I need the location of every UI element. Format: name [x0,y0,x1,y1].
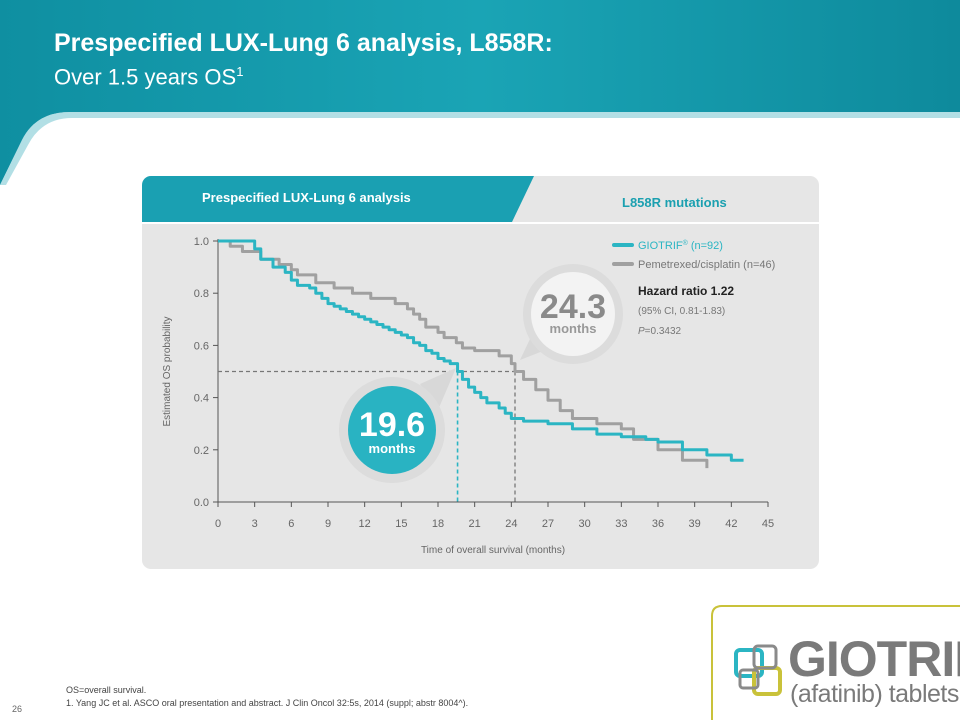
y-tick-label: 0.8 [194,288,209,300]
panel-tab-label: Prespecified LUX-Lung 6 analysis [202,190,411,205]
legend-pemetrexed-label: Pemetrexed/cisplatin (n=46) [638,259,775,271]
x-tick-label: 21 [469,518,481,530]
y-tick-label: 0.0 [194,497,209,509]
median-lines [218,370,516,502]
giotrif-logo-frame [711,605,960,720]
x-tick-label: 39 [689,518,701,530]
footnote-reference: 1. Yang JC et al. ASCO oral presentation… [66,698,469,708]
x-tick-label: 42 [725,518,737,530]
giotrif-median-unit: months [369,441,416,456]
x-tick-label: 15 [395,518,407,530]
panel-tab [142,176,819,224]
pemetrexed-curve [218,239,709,469]
x-tick-label: 33 [615,518,627,530]
stats-block: Hazard ratio 1.22 (95% CI, 0.81-1.83) P=… [638,284,734,337]
pem-median-value: 24.3 [540,288,606,326]
survival-curves [218,239,744,469]
mutation-label: L858R mutations [622,195,727,210]
x-tick-label: 0 [215,518,221,530]
x-tick-label: 6 [288,518,294,530]
title-line-2: Over 1.5 years OS1 [54,58,553,91]
giotrif-median-callout: 19.6 months [339,368,456,483]
giotrif-median-value: 19.6 [359,406,425,444]
y-tick-label: 1.0 [194,236,209,248]
x-tick-label: 24 [505,518,517,530]
x-tick-label: 18 [432,518,444,530]
title-line-2-text: Over 1.5 years OS [54,64,237,90]
y-tick-label: 0.4 [194,393,209,405]
page-number: 26 [12,704,23,714]
x-tick-label: 3 [252,518,258,530]
giotrif-logo-subtitle: (afatinib) tablets [790,680,959,708]
title-line-1: Prespecified LUX-Lung 6 analysis, L858R: [54,29,553,57]
legend-giotrif-label: GIOTRIF® (n=92) [638,239,723,252]
pem-median-unit: months [550,321,597,336]
x-tick-label: 27 [542,518,554,530]
chart-axes: 0.00.20.40.60.81.00 3 6 9 12 15 18 21 24 27 30 33 36… [162,236,774,556]
title-superscript: 1 [236,64,244,79]
x-tick-label: 45 [762,518,774,530]
pem-median-callout: 24.3 months [520,264,623,364]
footnote-abbreviation: OS=overall survival. [66,685,147,695]
x-tick-label: 9 [325,518,331,530]
giotrif-logo-text: GIOTRIF® [788,634,960,684]
giotrif-logo-mark [734,644,782,696]
giotrif-curve [218,239,744,462]
x-axis-title: Time of overall survival (months) [421,545,565,556]
x-tick-label: 36 [652,518,664,530]
chart-legend: GIOTRIF® (n=92) Pemetrexed/cisplatin (n=… [612,239,775,271]
y-axis-title: Estimated OS probability [162,316,173,426]
x-tick-label: 12 [359,518,371,530]
confidence-interval: (95% CI, 0.81-1.83) [638,306,725,317]
chart-panel: Prespecified LUX-Lung 6 analysis L858R m… [142,176,819,569]
x-tick-label: 30 [579,518,591,530]
y-tick-label: 0.6 [194,340,209,352]
hazard-ratio: Hazard ratio 1.22 [638,284,734,298]
y-tick-label: 0.2 [194,445,209,457]
footnotes: OS=overall survival. 1. Yang JC et al. A… [66,684,468,710]
page-title: Prespecified LUX-Lung 6 analysis, L858R:… [54,28,553,91]
logo-brand: GIOTRIF [788,631,960,687]
header-banner [0,0,960,185]
p-value: P=0.3432 [638,326,682,337]
